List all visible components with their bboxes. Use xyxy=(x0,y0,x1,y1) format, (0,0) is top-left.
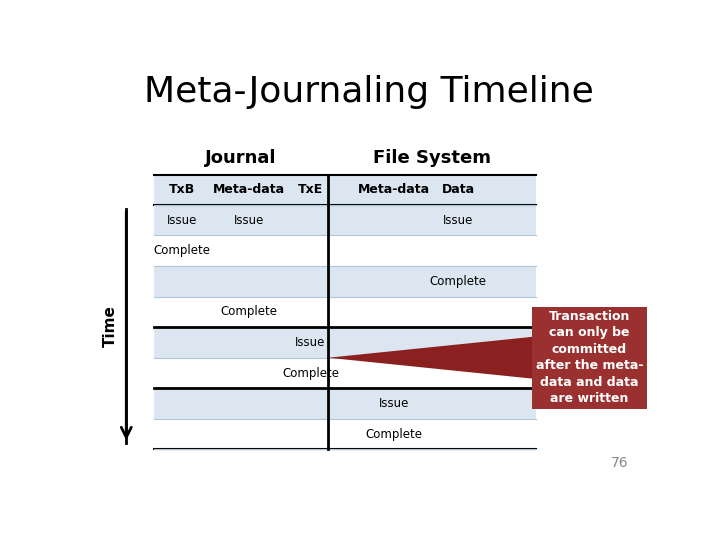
Bar xyxy=(154,327,536,357)
Bar xyxy=(154,388,536,419)
Text: Meta-data: Meta-data xyxy=(358,184,430,197)
Text: Complete: Complete xyxy=(153,244,210,257)
Text: Data: Data xyxy=(441,184,475,197)
Text: Issue: Issue xyxy=(167,214,197,227)
Bar xyxy=(154,205,536,235)
Text: Complete: Complete xyxy=(366,428,423,441)
Bar xyxy=(154,266,536,296)
Text: File System: File System xyxy=(373,148,491,166)
Bar xyxy=(154,175,536,205)
Text: Issue: Issue xyxy=(443,214,474,227)
Text: Meta-data: Meta-data xyxy=(213,184,285,197)
Bar xyxy=(154,296,536,327)
Text: Issue: Issue xyxy=(379,397,409,410)
Text: Time: Time xyxy=(103,305,118,347)
Bar xyxy=(154,419,536,449)
Text: Journal: Journal xyxy=(205,148,277,166)
Bar xyxy=(154,235,536,266)
Text: Complete: Complete xyxy=(220,306,277,319)
Text: TxB: TxB xyxy=(169,184,195,197)
Text: 76: 76 xyxy=(611,456,629,470)
FancyBboxPatch shape xyxy=(532,307,647,409)
Text: Transaction
can only be
committed
after the meta-
data and data
are written: Transaction can only be committed after … xyxy=(536,310,643,406)
Text: Complete: Complete xyxy=(430,275,487,288)
Text: TxE: TxE xyxy=(298,184,323,197)
Text: Complete: Complete xyxy=(282,367,339,380)
Text: Issue: Issue xyxy=(295,336,325,349)
Text: Meta-Journaling Timeline: Meta-Journaling Timeline xyxy=(144,75,594,109)
Polygon shape xyxy=(328,333,567,382)
Bar xyxy=(154,357,536,388)
Text: Issue: Issue xyxy=(234,214,264,227)
